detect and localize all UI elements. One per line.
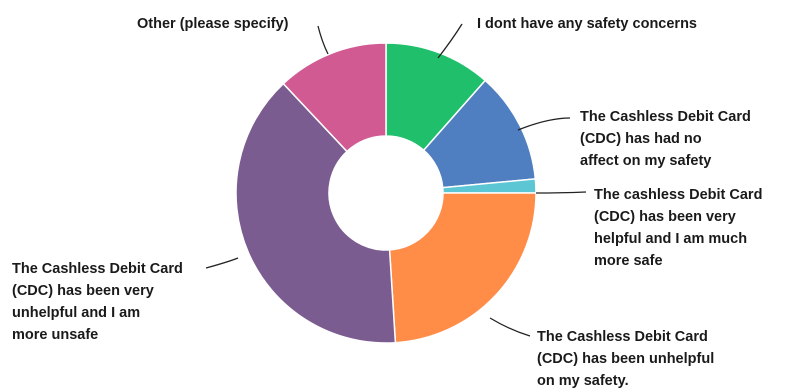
label-no-concerns: I dont have any safety concerns [477, 16, 697, 32]
label-very-helpful: The cashless Debit Card (CDC) has been v… [594, 187, 763, 269]
leader-line-very-helpful [535, 191, 587, 194]
slice-no-affect [422, 79, 537, 189]
label-other: Other (please specify) [137, 16, 289, 32]
slice-other [282, 42, 387, 153]
label-unhelpful: The Cashless Debit Card (CDC) has been u… [537, 329, 715, 389]
label-no-affect: The Cashless Debit Card (CDC) has had no… [580, 109, 751, 169]
leader-line-other [317, 25, 329, 55]
slice-unhelpful [388, 192, 537, 344]
leader-line-unhelpful [489, 317, 531, 337]
leader-line-very-unhelpful [205, 257, 239, 269]
leader-line-no-affect [517, 117, 571, 131]
label-very-unhelpful: The Cashless Debit Card (CDC) has been v… [12, 261, 183, 343]
slice-very-unhelpful [235, 82, 397, 344]
leader-line-no-concerns [437, 23, 463, 59]
